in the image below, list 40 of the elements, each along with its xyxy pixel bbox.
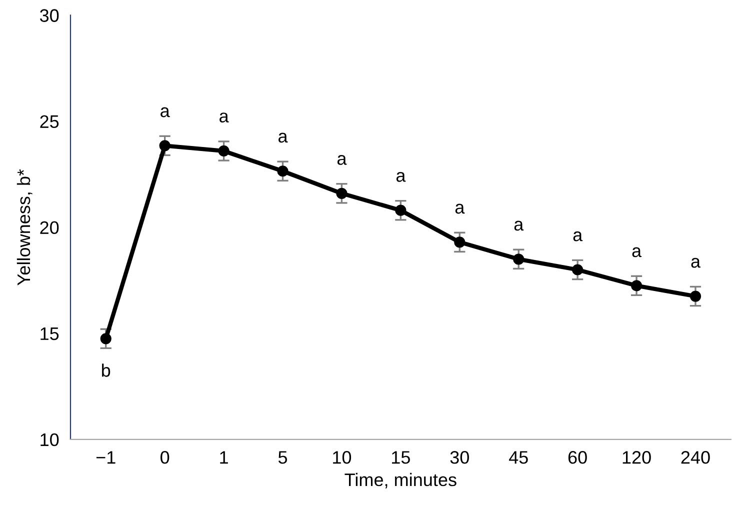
data-label: a [455,204,465,214]
data-label: a [278,132,288,143]
x-tick-label: 5 [278,451,288,464]
data-label: a [632,247,642,258]
point [630,280,642,292]
point [277,166,288,177]
x-tick-label: 240 [681,451,710,464]
y-tick-label: 10 [40,433,59,446]
data-label: a [691,258,701,268]
point [513,254,524,265]
point [395,204,406,216]
data-label: a [514,220,524,231]
y-tick-label: 15 [40,327,59,340]
x-tick-label: 1 [220,451,228,464]
point [159,140,170,152]
y-tick-label: 25 [40,115,59,128]
point [454,236,466,248]
point [690,290,702,302]
point [336,188,348,199]
point [218,145,230,157]
x-tick-label: −1 [96,451,116,464]
y-tick-label: 20 [40,221,59,234]
data-label: a [573,231,583,242]
x-tick-label: 30 [450,451,469,464]
y-axis-title: Yellowness, b* [16,169,32,286]
x-tick-label: 0 [160,451,170,464]
data-label: a [337,155,347,165]
data-label: a [160,107,170,118]
x-tick-label: 120 [622,451,651,464]
x-tick-label: 45 [508,451,528,464]
x-tick-label: 15 [392,451,410,464]
x-tick-label: 10 [333,451,352,464]
point [572,264,584,276]
data-label: a [220,112,229,122]
x-tick-label: 60 [568,451,587,464]
x-axis-title: Time, minutes [344,472,456,488]
data-label: a [396,172,406,182]
data-label: b [102,364,110,377]
point [100,333,112,344]
y-tick-label: 30 [40,9,59,22]
